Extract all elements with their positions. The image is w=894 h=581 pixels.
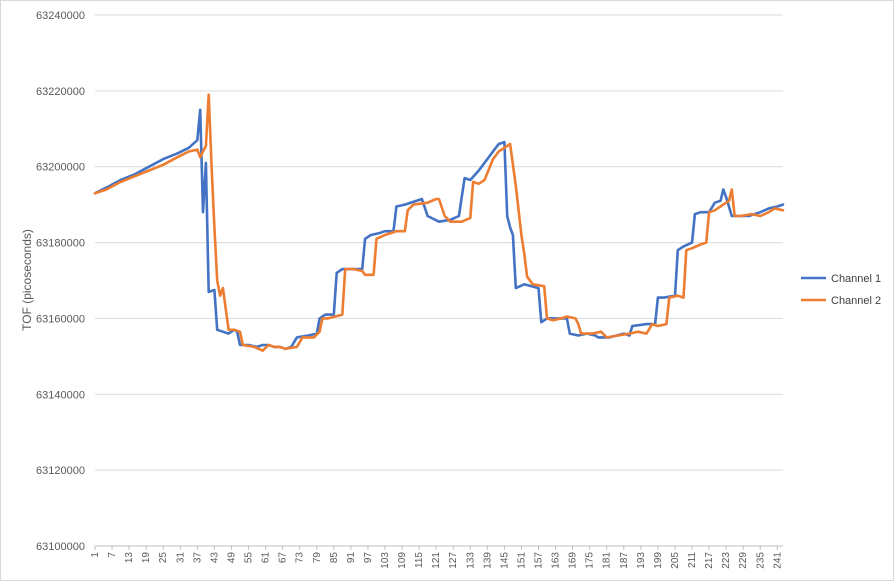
x-tick-label: 55 bbox=[244, 552, 255, 564]
y-tick-label: 63220000 bbox=[36, 86, 85, 98]
x-tick-label: 157 bbox=[534, 552, 545, 569]
x-tick-label: 181 bbox=[602, 552, 613, 569]
x-tick-label: 211 bbox=[687, 552, 698, 568]
x-tick-label: 205 bbox=[670, 552, 681, 569]
series-lines bbox=[93, 93, 785, 353]
y-tick-label: 63120000 bbox=[36, 465, 85, 477]
x-tick-label: 1 bbox=[90, 552, 101, 558]
x-tick-label: 109 bbox=[397, 552, 408, 569]
y-tick-label: 63200000 bbox=[36, 162, 85, 174]
x-tick-label: 61 bbox=[261, 552, 272, 564]
y-tick-label: 63140000 bbox=[36, 389, 85, 401]
x-tick-label: 175 bbox=[585, 552, 596, 569]
x-tick-label: 7 bbox=[107, 552, 118, 558]
x-tick-label: 49 bbox=[226, 552, 237, 564]
x-tick-label: 139 bbox=[482, 552, 493, 569]
x-tick-label: 115 bbox=[414, 552, 425, 568]
x-tick-labels: 1 7 13 19 25 31 37 43 49 55 61 67 73 79 85 91 97 103 109 11… bbox=[90, 552, 783, 569]
gridlines bbox=[95, 14, 783, 471]
x-tick-label: 73 bbox=[295, 552, 306, 564]
x-tick-label: 85 bbox=[329, 552, 340, 564]
x-tick-label: 223 bbox=[721, 552, 732, 569]
legend: Channel 1 Channel 2 bbox=[801, 273, 881, 307]
legend-label-channel-1: Channel 1 bbox=[831, 273, 881, 285]
y-tick-label: 63100000 bbox=[36, 541, 85, 553]
x-tick-label: 229 bbox=[738, 552, 749, 569]
series-line-channel-2 bbox=[93, 93, 785, 353]
x-tick-label: 103 bbox=[380, 552, 391, 569]
y-axis-label: TOF (picoseconds) bbox=[20, 229, 34, 331]
x-tick-label: 121 bbox=[431, 552, 442, 569]
y-tick-labels: 63100000 63120000 63140000 63160000 63180000… bbox=[36, 10, 85, 553]
x-tick-label: 187 bbox=[619, 552, 630, 569]
x-tick-label: 79 bbox=[312, 552, 323, 564]
y-tick-label: 63180000 bbox=[36, 238, 85, 250]
x-tick-label: 127 bbox=[448, 552, 459, 569]
y-tick-label: 63240000 bbox=[36, 10, 85, 22]
x-tick-label: 199 bbox=[653, 552, 664, 569]
x-tick-label: 91 bbox=[346, 552, 357, 564]
x-tick-label: 25 bbox=[158, 552, 169, 564]
axes bbox=[94, 545, 783, 550]
x-tick-label: 37 bbox=[192, 552, 203, 564]
series-line-channel-1 bbox=[93, 108, 785, 351]
x-tick-label: 97 bbox=[363, 552, 374, 564]
x-tick-label: 13 bbox=[124, 552, 135, 564]
legend-label-channel-2: Channel 2 bbox=[831, 295, 881, 307]
x-tick-label: 151 bbox=[516, 552, 527, 569]
x-tick-label: 163 bbox=[551, 552, 562, 569]
x-tick-label: 235 bbox=[755, 552, 766, 569]
x-tick-label: 133 bbox=[465, 552, 476, 569]
x-tick-label: 19 bbox=[141, 552, 152, 564]
x-tick-label: 217 bbox=[704, 552, 715, 569]
x-tick-label: 145 bbox=[499, 552, 510, 569]
x-tick-label: 43 bbox=[209, 552, 220, 564]
x-tick-label: 241 bbox=[772, 552, 783, 569]
x-tick-label: 169 bbox=[568, 552, 579, 569]
y-tick-label: 63160000 bbox=[36, 313, 85, 325]
x-tick-label: 67 bbox=[278, 552, 289, 564]
x-tick-label: 193 bbox=[636, 552, 647, 569]
x-tick-label: 31 bbox=[175, 552, 186, 564]
